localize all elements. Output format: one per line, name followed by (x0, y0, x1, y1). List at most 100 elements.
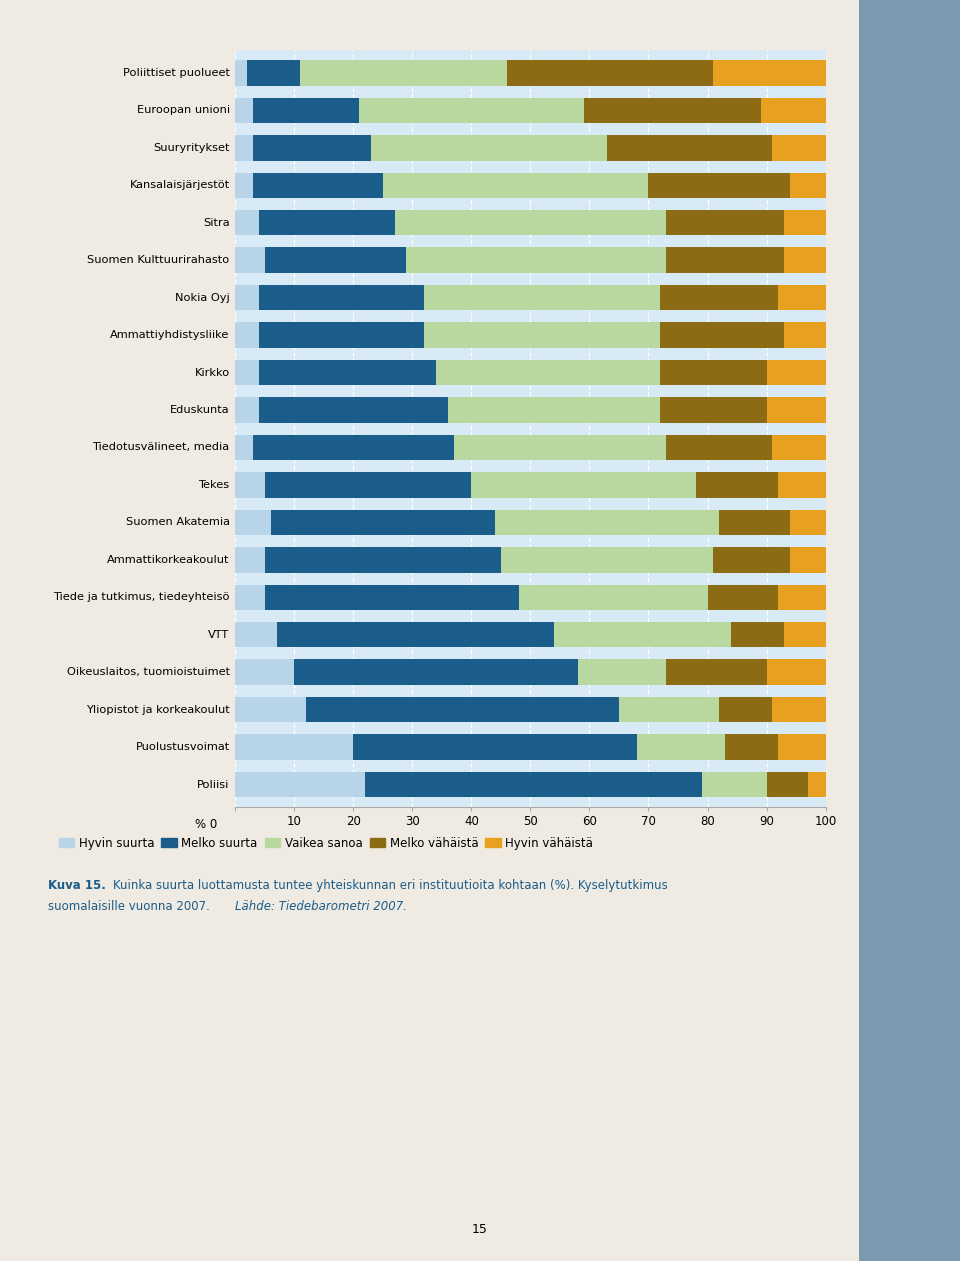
Bar (518, 585, 708, 610)
Bar (767, 660, 826, 685)
Bar (732, 622, 784, 647)
Bar (235, 247, 265, 272)
Bar (713, 61, 826, 86)
Bar (784, 211, 826, 236)
Bar (666, 435, 773, 460)
Bar (306, 697, 619, 723)
Text: % 0: % 0 (195, 818, 218, 831)
Text: suomalaisille vuonna 2007.: suomalaisille vuonna 2007. (48, 900, 214, 913)
Bar (300, 61, 507, 86)
Bar (649, 173, 790, 198)
Bar (259, 211, 395, 236)
Bar (235, 173, 252, 198)
Bar (265, 247, 406, 272)
Bar (271, 509, 495, 535)
Bar (252, 97, 359, 124)
Bar (784, 323, 826, 348)
Bar (383, 173, 649, 198)
Bar (265, 585, 518, 610)
Bar (447, 397, 660, 422)
Text: Kuinka suurta luottamusta tuntee yhteiskunnan eri instituutioita kohtaan (%). Ky: Kuinka suurta luottamusta tuntee yhteisk… (113, 879, 668, 892)
Bar (235, 660, 294, 685)
Bar (767, 772, 808, 797)
Bar (235, 97, 252, 124)
Bar (235, 772, 365, 797)
Bar (790, 509, 826, 535)
Bar (235, 359, 259, 386)
Bar (666, 660, 767, 685)
Bar (471, 472, 696, 498)
Bar (636, 734, 725, 760)
Bar (235, 61, 247, 86)
Bar (719, 697, 773, 723)
Bar (767, 397, 826, 422)
Bar (773, 435, 826, 460)
Bar (235, 697, 306, 723)
Bar (265, 472, 471, 498)
Bar (235, 585, 265, 610)
Bar (395, 211, 666, 236)
Bar (578, 660, 666, 685)
Bar (235, 285, 259, 310)
Bar (501, 547, 713, 572)
Bar (784, 622, 826, 647)
Bar (359, 97, 584, 124)
Bar (235, 135, 252, 160)
Bar (371, 135, 607, 160)
Bar (666, 247, 784, 272)
Bar (760, 97, 826, 124)
Bar (365, 772, 702, 797)
Bar (713, 547, 790, 572)
Bar (424, 285, 660, 310)
Bar (784, 247, 826, 272)
Bar (779, 285, 826, 310)
Bar (719, 509, 790, 535)
Bar (773, 697, 826, 723)
Bar (767, 359, 826, 386)
Bar (252, 435, 454, 460)
Bar (235, 211, 259, 236)
Bar (252, 135, 371, 160)
Bar (247, 61, 300, 86)
Bar (235, 472, 265, 498)
Bar (353, 734, 636, 760)
Bar (619, 697, 719, 723)
Legend: Hyvin suurta, Melko suurta, Vaikea sanoa, Melko vähäistä, Hyvin vähäistä: Hyvin suurta, Melko suurta, Vaikea sanoa… (54, 832, 598, 854)
Bar (660, 397, 767, 422)
Bar (779, 472, 826, 498)
Bar (790, 173, 826, 198)
Bar (259, 285, 424, 310)
Bar (702, 772, 766, 797)
Bar (235, 734, 353, 760)
Bar (235, 509, 271, 535)
Bar (259, 323, 424, 348)
Bar (660, 359, 767, 386)
Bar (607, 135, 773, 160)
Bar (235, 547, 265, 572)
Bar (779, 585, 826, 610)
Bar (235, 622, 276, 647)
Bar (708, 585, 779, 610)
Bar (454, 435, 666, 460)
Bar (725, 734, 779, 760)
Bar (235, 323, 259, 348)
Bar (495, 509, 719, 535)
Bar (235, 435, 252, 460)
Bar (660, 323, 784, 348)
Bar (660, 285, 779, 310)
Bar (696, 472, 779, 498)
Text: 15: 15 (472, 1223, 488, 1236)
Text: Lähde: Tiedebarometri 2007.: Lähde: Tiedebarometri 2007. (235, 900, 407, 913)
Bar (259, 359, 436, 386)
Bar (259, 397, 447, 422)
Bar (584, 97, 760, 124)
Bar (265, 547, 501, 572)
Text: Kuva 15.: Kuva 15. (48, 879, 106, 892)
Bar (424, 323, 660, 348)
Bar (666, 211, 784, 236)
Bar (436, 359, 660, 386)
Bar (235, 397, 259, 422)
Bar (779, 734, 826, 760)
Bar (294, 660, 578, 685)
Bar (406, 247, 666, 272)
